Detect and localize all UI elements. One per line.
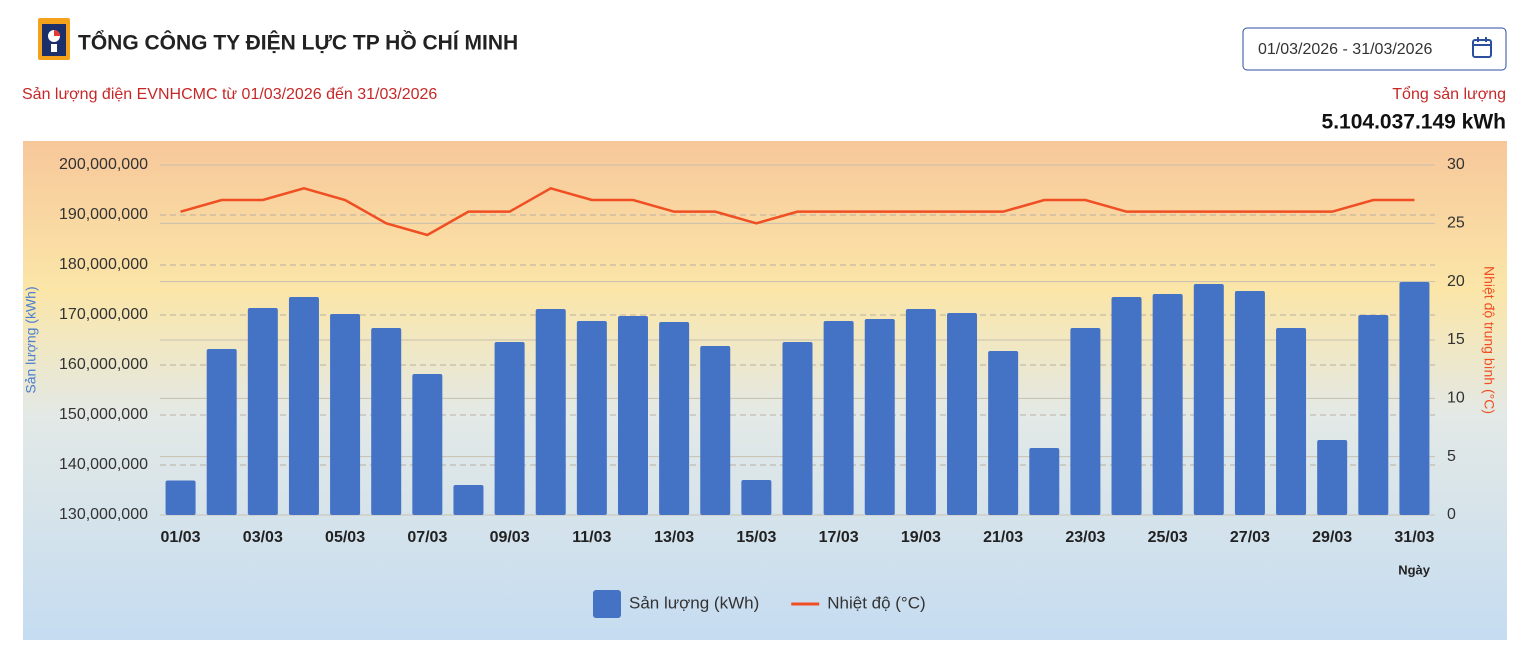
bar: [782, 342, 813, 515]
bar: [905, 309, 936, 515]
bar: [1193, 284, 1224, 515]
logo: [38, 18, 70, 60]
x-tick-label: 07/03: [407, 529, 447, 546]
bar: [947, 313, 978, 515]
bar: [659, 322, 690, 515]
bar: [576, 321, 607, 515]
bar: [1234, 291, 1265, 515]
bar: [617, 316, 648, 515]
x-tick-label: 25/03: [1148, 529, 1188, 546]
y-tick-label: 190,000,000: [59, 206, 148, 223]
x-axis-title: Ngày: [1398, 562, 1431, 577]
bar: [741, 480, 772, 515]
x-tick-label: 23/03: [1065, 529, 1105, 546]
bar: [165, 480, 196, 515]
y2-tick-label: 15: [1447, 331, 1465, 348]
x-tick-label: 09/03: [490, 529, 530, 546]
bar: [1111, 297, 1142, 515]
bar: [1152, 294, 1183, 515]
y-axis-title: Sản lượng (kWh): [23, 286, 39, 393]
bar: [371, 328, 402, 515]
bar: [700, 346, 731, 515]
date-range[interactable]: 01/03/2026 - 31/03/2026: [1258, 41, 1432, 58]
x-tick-label: 19/03: [901, 529, 941, 546]
bar: [330, 314, 361, 515]
x-tick-label: 11/03: [572, 529, 611, 546]
y-tick-label: 180,000,000: [59, 256, 148, 273]
total-label: Tổng sản lượng: [1392, 85, 1506, 103]
calendar-icon[interactable]: [1472, 37, 1492, 58]
y-tick-label: 150,000,000: [59, 406, 148, 423]
bar: [206, 349, 237, 515]
x-tick-label: 17/03: [819, 529, 859, 546]
legend-label: Sản lượng (kWh): [629, 593, 759, 612]
y2-tick-label: 10: [1447, 390, 1465, 407]
bar: [1029, 448, 1060, 515]
date-picker[interactable]: [1242, 27, 1507, 71]
company-title: TỔNG CÔNG TY ĐIỆN LỰC TP HỒ CHÍ MINH: [78, 31, 518, 55]
y-tick-label: 130,000,000: [59, 506, 148, 523]
total-value: 5.104.037.149 kWh: [1322, 111, 1506, 134]
bar: [288, 297, 319, 515]
y-tick-label: 140,000,000: [59, 456, 148, 473]
x-tick-label: 01/03: [161, 529, 201, 546]
y2-axis-title: Nhiệt độ trung bình (°C): [1481, 266, 1497, 414]
bar: [988, 351, 1019, 515]
bar: [823, 321, 854, 515]
subtitle: Sản lượng điện EVNHCMC từ 01/03/2026 đến…: [22, 86, 437, 103]
y2-tick-label: 25: [1447, 215, 1465, 232]
bar: [1358, 315, 1389, 515]
x-tick-label: 05/03: [325, 529, 365, 546]
bar: [412, 374, 443, 515]
x-tick-label: 29/03: [1312, 529, 1352, 546]
bar: [1070, 328, 1101, 515]
x-tick-label: 21/03: [983, 529, 1023, 546]
x-tick-label: 31/03: [1394, 529, 1434, 546]
temperature-line: [180, 186, 1415, 237]
bar: [535, 309, 566, 515]
bar: [494, 342, 525, 515]
bar: [453, 485, 484, 515]
y2-tick-label: 30: [1447, 156, 1465, 173]
y2-tick-label: 20: [1447, 273, 1465, 290]
y2-tick-label: 5: [1447, 448, 1456, 465]
bar: [1399, 282, 1430, 515]
x-tick-label: 15/03: [736, 529, 776, 546]
y-tick-label: 160,000,000: [59, 356, 148, 373]
y2-tick-label: 0: [1447, 506, 1456, 523]
legend-label: Nhiệt độ (°C): [827, 593, 925, 612]
bar: [864, 319, 895, 515]
legend-swatch: [593, 590, 621, 618]
bar: [247, 308, 278, 515]
bar: [1317, 440, 1348, 515]
y-tick-label: 200,000,000: [59, 156, 148, 173]
y-tick-label: 170,000,000: [59, 306, 148, 323]
x-tick-label: 27/03: [1230, 529, 1270, 546]
x-tick-label: 03/03: [243, 529, 283, 546]
x-tick-label: 13/03: [654, 529, 694, 546]
bar: [1276, 328, 1307, 515]
